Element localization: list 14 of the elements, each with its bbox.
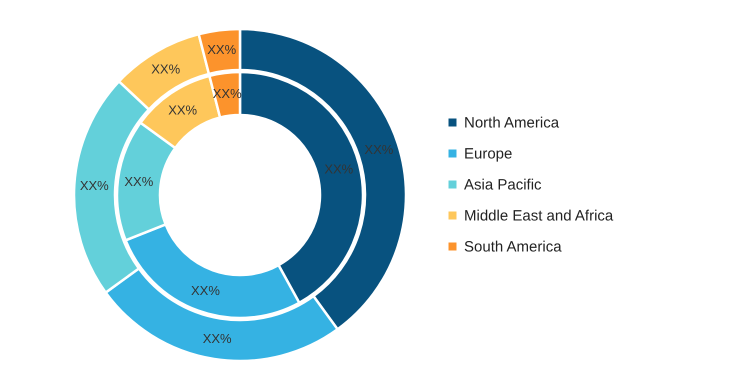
legend-label: South America xyxy=(464,238,562,256)
data-label: XX% xyxy=(207,42,237,58)
legend-label: Asia Pacific xyxy=(464,176,542,194)
data-label: XX% xyxy=(124,174,154,190)
data-label: XX% xyxy=(202,331,232,346)
legend-label: North America xyxy=(464,114,560,132)
data-label: XX% xyxy=(324,162,354,177)
data-label: XX% xyxy=(151,61,181,76)
data-label: XX% xyxy=(168,102,198,118)
data-label: XX% xyxy=(190,282,220,298)
data-label: XX% xyxy=(364,142,394,157)
legend-label: Middle East and Africa xyxy=(464,208,614,224)
data-label: XX% xyxy=(80,178,110,193)
legend-label: Europe xyxy=(464,146,512,162)
